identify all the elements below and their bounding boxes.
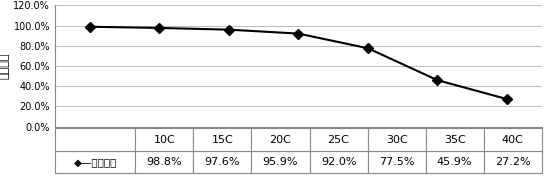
- Text: 77.5%: 77.5%: [379, 157, 414, 167]
- Text: 97.6%: 97.6%: [205, 157, 240, 167]
- Text: 35C: 35C: [444, 135, 465, 145]
- Text: 30C: 30C: [386, 135, 408, 145]
- Text: 92.0%: 92.0%: [321, 157, 356, 167]
- Text: 20C: 20C: [270, 135, 292, 145]
- Text: ◆—放电能力: ◆—放电能力: [74, 157, 117, 167]
- Text: 10C: 10C: [154, 135, 175, 145]
- Text: 45.9%: 45.9%: [437, 157, 473, 167]
- Text: 98.8%: 98.8%: [147, 157, 182, 167]
- Text: 40C: 40C: [502, 135, 524, 145]
- Text: 27.2%: 27.2%: [495, 157, 530, 167]
- Text: 25C: 25C: [328, 135, 349, 145]
- Text: 95.9%: 95.9%: [263, 157, 298, 167]
- Y-axis label: 放电能力: 放电能力: [0, 53, 9, 79]
- Text: 15C: 15C: [211, 135, 233, 145]
